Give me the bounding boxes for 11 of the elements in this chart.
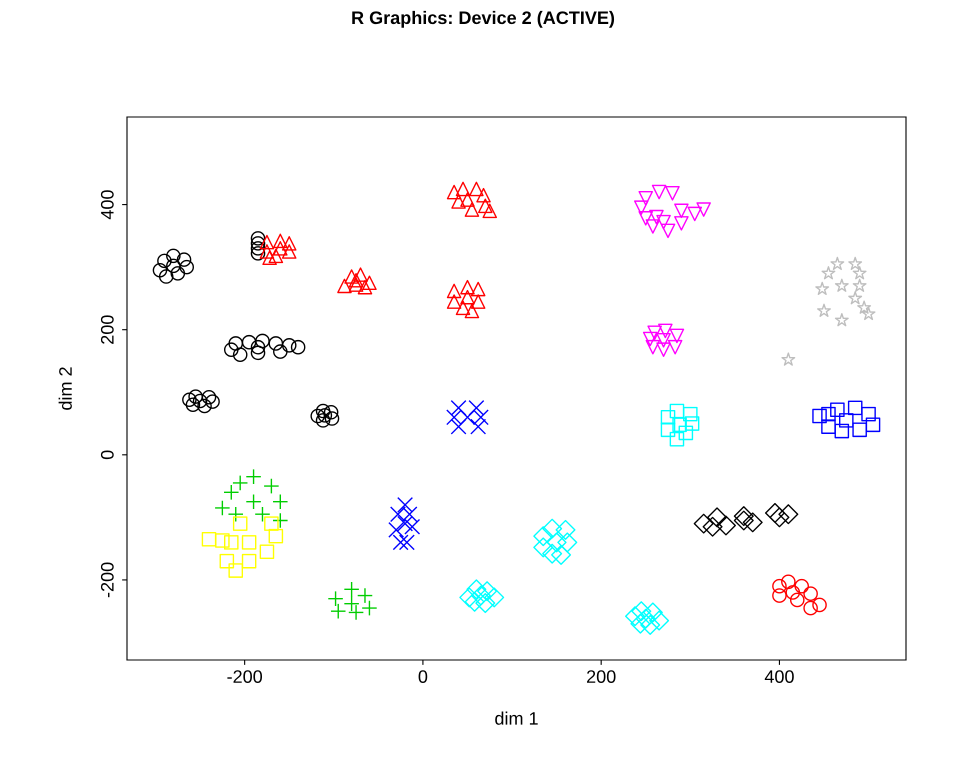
- x-tick-label: 200: [587, 670, 616, 683]
- x-tick-label: 0: [418, 670, 428, 683]
- x-axis-title: dim 1: [495, 712, 538, 725]
- y-axis-title: dim 2: [58, 367, 72, 410]
- y-tick-label: -200: [100, 562, 114, 598]
- chart-title: R Graphics: Device 2 (ACTIVE): [352, 10, 614, 28]
- x-tick-label: 400: [764, 670, 794, 683]
- y-tick-label: 400: [100, 190, 114, 220]
- y-tick-label: 200: [100, 315, 114, 344]
- x-tick-label: -200: [227, 670, 262, 683]
- y-tick-label: 0: [100, 450, 114, 460]
